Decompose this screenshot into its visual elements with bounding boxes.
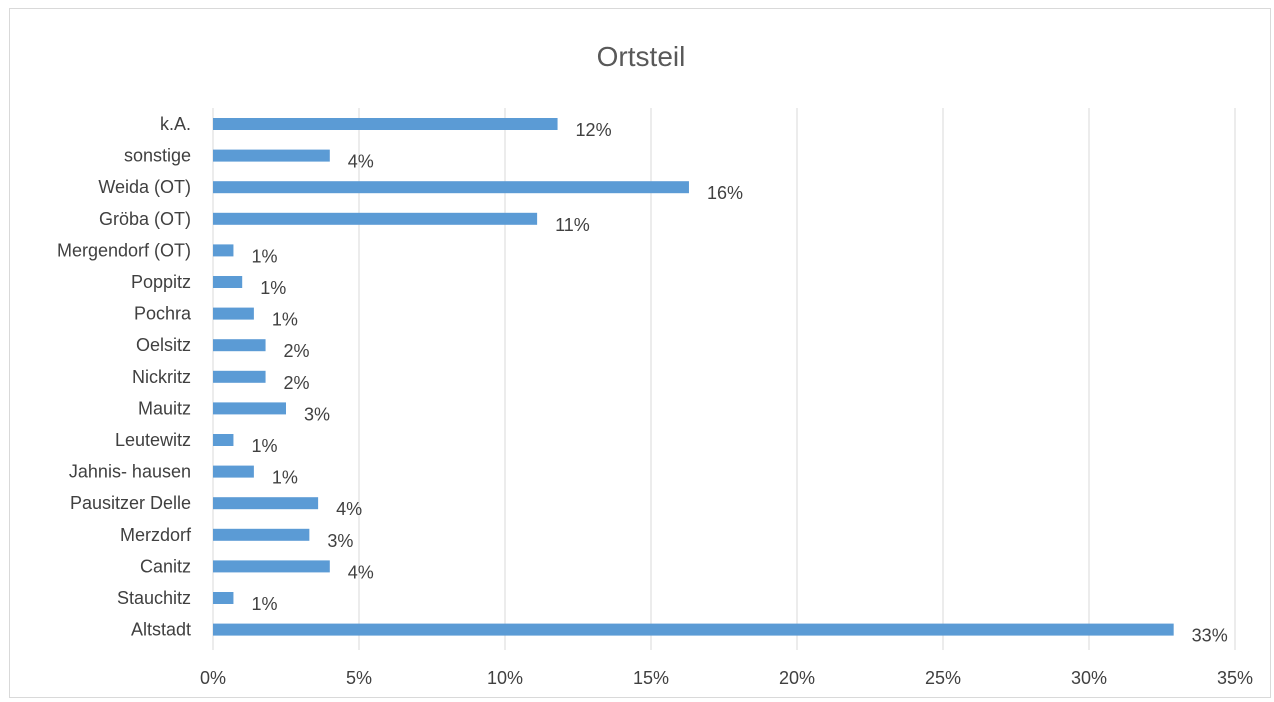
data-labels: 12% 4% 16% 11% 1% 1% 1% 2% 2% 3% 1% 1% 4% 3% 4% 1% 33%	[251, 120, 1227, 646]
gridlines	[212, 108, 1236, 650]
bars	[213, 118, 1174, 636]
chart-title: Ortsteil	[597, 41, 686, 72]
category-label: Merzdorf	[120, 525, 192, 545]
bar	[213, 276, 243, 288]
category-label: Jahnis- hausen	[69, 462, 191, 482]
bar	[213, 370, 266, 383]
bar	[213, 592, 234, 604]
category-label: Weida (OT)	[98, 177, 191, 197]
category-label: Stauchitz	[117, 588, 191, 608]
data-label: 1%	[272, 468, 298, 488]
category-label: Altstadt	[131, 620, 191, 640]
x-tick-label: 30%	[1071, 668, 1107, 688]
category-label: Oelsitz	[136, 335, 191, 355]
category-label: Canitz	[140, 556, 191, 576]
bar	[213, 212, 538, 225]
x-tick-label: 25%	[925, 668, 961, 688]
category-label: Mauitz	[138, 398, 191, 418]
bar	[213, 623, 1174, 636]
data-label: 4%	[348, 562, 374, 582]
data-label: 2%	[284, 373, 310, 393]
bar	[213, 307, 254, 320]
x-axis-ticks: 0% 5% 10% 15% 20% 25% 30% 35%	[200, 668, 1253, 688]
bar	[213, 118, 558, 130]
data-label: 11%	[555, 215, 590, 235]
bar	[213, 465, 254, 478]
x-tick-label: 10%	[487, 668, 523, 688]
data-label: 4%	[348, 152, 374, 172]
data-label: 2%	[284, 341, 310, 361]
bar	[213, 181, 689, 194]
data-label: 3%	[327, 531, 353, 551]
category-label: Nickritz	[132, 367, 191, 387]
data-label: 16%	[707, 183, 743, 203]
x-tick-label: 0%	[200, 668, 226, 688]
data-label: 1%	[251, 246, 277, 266]
bar	[213, 149, 330, 162]
category-label: k.A.	[160, 114, 191, 134]
data-label: 4%	[336, 499, 362, 519]
category-label: Poppitz	[131, 272, 191, 292]
category-label: Pausitzer Delle	[70, 493, 191, 513]
data-label: 1%	[272, 310, 298, 330]
category-label: Leutewitz	[115, 430, 191, 450]
data-label: 1%	[251, 594, 277, 614]
bar	[213, 434, 234, 446]
x-tick-label: 20%	[779, 668, 815, 688]
data-label: 33%	[1192, 626, 1228, 646]
bar	[213, 560, 330, 573]
category-label: Pochra	[134, 304, 192, 324]
bar	[213, 528, 310, 541]
category-label: Mergendorf (OT)	[57, 240, 191, 260]
bar	[213, 402, 286, 415]
bar	[213, 497, 319, 510]
bar	[213, 339, 266, 352]
category-label: sonstige	[124, 146, 191, 166]
x-tick-label: 5%	[346, 668, 372, 688]
data-label: 1%	[260, 278, 286, 298]
category-label: Gröba (OT)	[99, 209, 191, 229]
category-labels: k.A. sonstige Weida (OT) Gröba (OT) Mergendo…	[57, 114, 192, 640]
data-label: 12%	[576, 120, 612, 140]
data-label: 3%	[304, 404, 330, 424]
bar	[213, 244, 234, 257]
x-tick-label: 35%	[1217, 668, 1253, 688]
data-label: 1%	[251, 436, 277, 456]
x-tick-label: 15%	[633, 668, 669, 688]
